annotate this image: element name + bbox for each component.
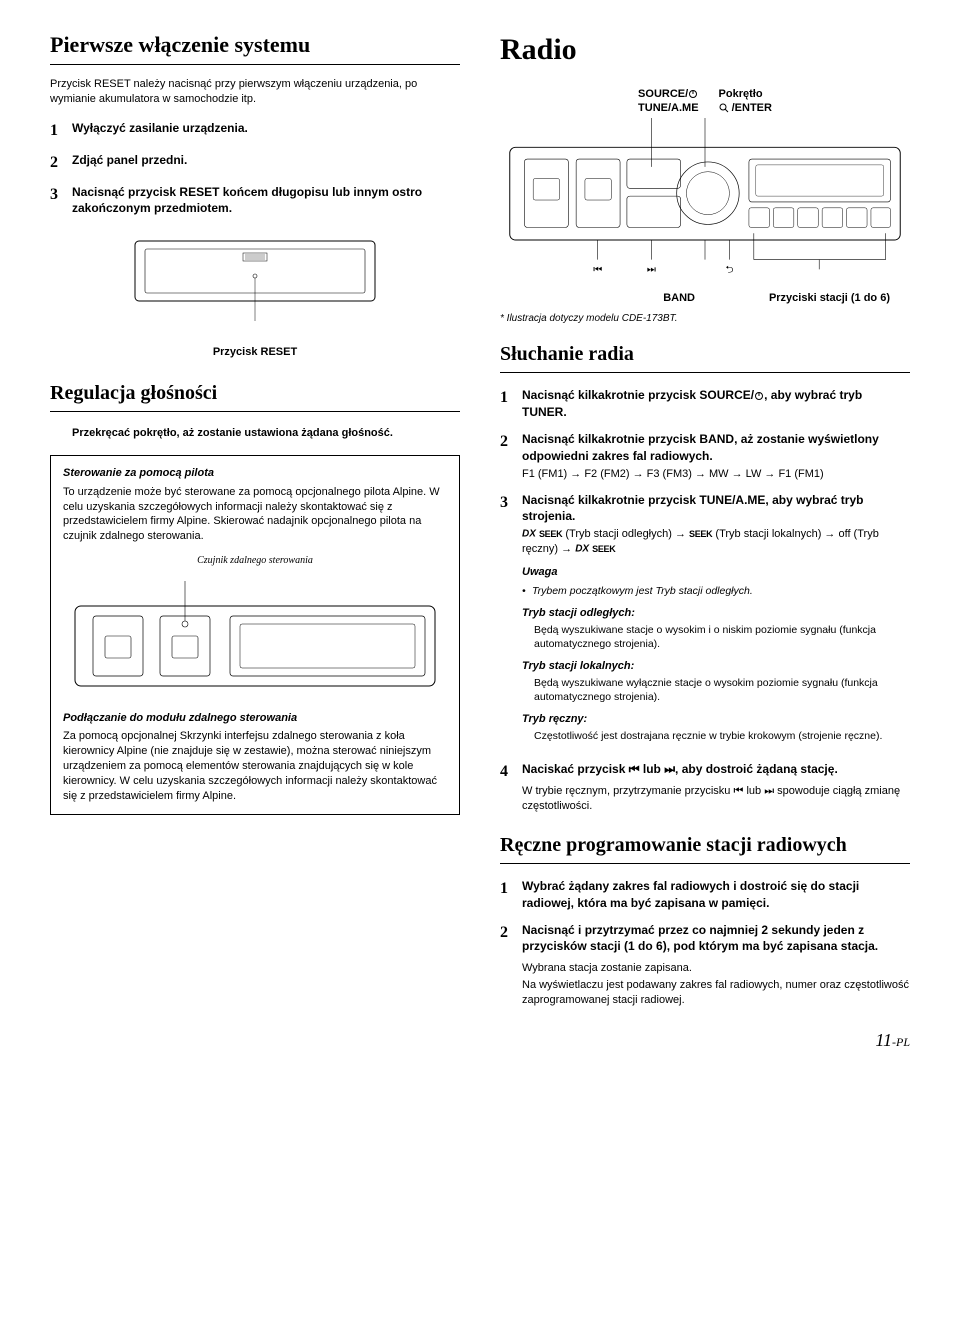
p2r1: Wybrana stacja zostanie zapisana. (522, 961, 910, 976)
power-icon (688, 89, 698, 99)
remote-control-box: Sterowanie za pomocą pilota To urządzeni… (50, 455, 460, 815)
p1: Wybrać żądany zakres fal radiowych i dos… (522, 879, 859, 910)
heading-first-power: Pierwsze włączenie systemu (50, 30, 460, 65)
illustration-note: * Ilustracja dotyczy modelu CDE-173BT. (500, 312, 910, 326)
heading-radio: Radio (500, 30, 910, 75)
step-num: 2 (50, 152, 72, 174)
preset-step-2: 2 Nacisnąć i przytrzymać przez co najmni… (500, 922, 910, 1008)
step-text: Zdjąć panel przedni. (72, 153, 187, 167)
reset-button-label: Przycisk RESET (50, 345, 460, 360)
sensor-diagram (63, 576, 447, 696)
loc-body: Będą wyszukiwane wyłącznie stacje o wyso… (534, 676, 910, 704)
heading-preset: Ręczne programowanie stacji radiowych (500, 832, 910, 864)
uwaga-note: Trybem początkowym jest Tryb stacji odle… (522, 584, 910, 598)
man-body: Częstotliwość jest dostrajana ręcznie w … (534, 729, 910, 743)
callout-presets: Przyciski stacji (1 do 6) (695, 291, 910, 306)
s2: Nacisnąć kilkakrotnie przycisk BAND, aż … (522, 432, 879, 463)
remote-title: Sterowanie za pomocą pilota (63, 466, 447, 481)
page-number: 11-PL (500, 1028, 910, 1052)
man-title: Tryb ręczny: (522, 712, 910, 727)
step-text: Wyłączyć zasilanie urządzenia. (72, 121, 248, 135)
loc-title: Tryb stacji lokalnych: (522, 659, 910, 674)
step-num: 4 (500, 761, 522, 814)
step-num: 3 (500, 492, 522, 752)
step-1: 1 Wyłączyć zasilanie urządzenia. (50, 120, 460, 142)
heading-listen: Słuchanie radia (500, 341, 910, 373)
dist-body: Będą wyszukiwane stacje o wysokim i o ni… (534, 623, 910, 651)
power-icon (754, 391, 764, 401)
step-num: 1 (50, 120, 72, 142)
s2-seq: F1 (FM1) → F2 (FM2) → F3 (FM3) → MW → LW… (522, 467, 910, 482)
step-num: 1 (500, 387, 522, 421)
magnify-icon (719, 103, 729, 113)
step-text: Nacisnąć przycisk RESET końcem długopisu… (72, 185, 422, 216)
connect-title: Podłączanie do modułu zdalnego sterowani… (63, 711, 447, 726)
step-num: 3 (50, 184, 72, 218)
preset-step-1: 1 Wybrać żądany zakres fal radiowych i d… (500, 878, 910, 912)
step-num: 1 (500, 878, 522, 912)
connect-body: Za pomocą opcjonalnej Skrzynki interfejs… (63, 729, 447, 803)
p2r2: Na wyświetlaczu jest podawany zakres fal… (522, 978, 910, 1008)
remote-body: To urządzenie może być sterowane za pomo… (63, 485, 447, 544)
listen-step-3: 3 Nacisnąć kilkakrotnie przycisk TUNE/A.… (500, 492, 910, 752)
step-2: 2 Zdjąć panel przedni. (50, 152, 460, 174)
s3: Nacisnąć kilkakrotnie przycisk TUNE/A.ME… (522, 493, 863, 524)
intro-first: Przycisk RESET należy nacisnąć przy pier… (50, 77, 460, 107)
callout-band: BAND (500, 291, 695, 306)
svg-text:⏮: ⏮ (593, 264, 602, 275)
heading-volume: Regulacja głośności (50, 380, 460, 412)
s1a: Nacisnąć kilkakrotnie przycisk SOURCE/ (522, 388, 754, 402)
listen-step-2: 2 Nacisnąć kilkakrotnie przycisk BAND, a… (500, 431, 910, 482)
sensor-label: Czujnik zdalnego sterowania (63, 554, 447, 568)
step-3: 3 Nacisnąć przycisk RESET końcem długopi… (50, 184, 460, 218)
radio-device-diagram: ⏮ ⏭ ⮌ (500, 116, 910, 286)
s3-seq: DX SEEK (Tryb stacji odległych) → SEEK (… (522, 527, 910, 557)
listen-step-4: 4 Naciskać przycisk ⏮ lub ⏭, aby dostroi… (500, 761, 910, 814)
uwaga-label: Uwaga (522, 565, 910, 580)
svg-text:⏭: ⏭ (647, 264, 656, 275)
p2: Nacisnąć i przytrzymać przez co najmniej… (522, 923, 878, 954)
listen-step-1: 1 Nacisnąć kilkakrotnie przycisk SOURCE/… (500, 387, 910, 421)
reset-device-diagram (115, 231, 395, 341)
callout-source: SOURCE/ TUNE/A.ME (638, 87, 699, 117)
svg-text:⮌: ⮌ (725, 264, 733, 275)
step-num: 2 (500, 922, 522, 1008)
callout-knob: Pokrętło /ENTER (719, 87, 772, 117)
dist-title: Tryb stacji odległych: (522, 606, 910, 621)
step-num: 2 (500, 431, 522, 482)
volume-instruction: Przekręcać pokrętło, aż zostanie ustawio… (72, 426, 460, 441)
